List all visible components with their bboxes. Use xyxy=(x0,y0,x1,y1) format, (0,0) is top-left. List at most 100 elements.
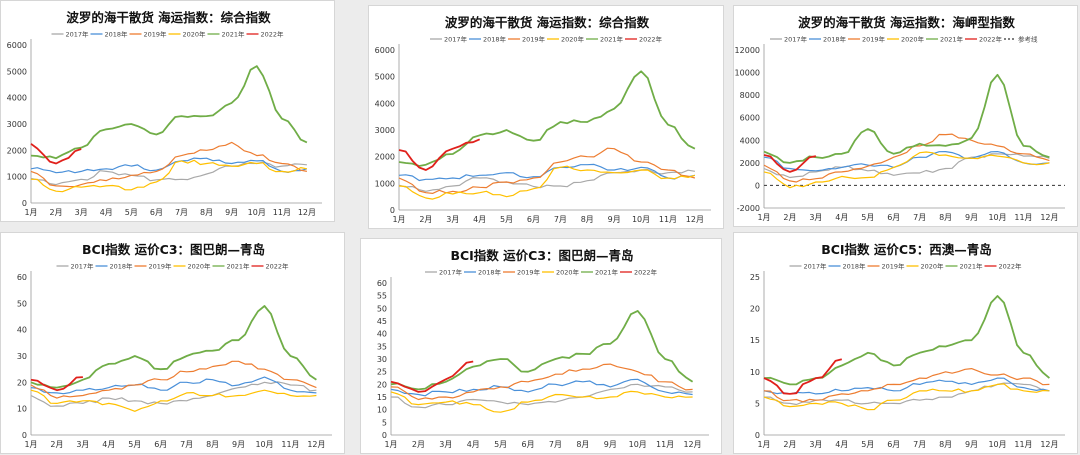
chart-panel-1: 波罗的海干散货 海运指数：综合指数 2017年 2018年 2019年 2020年 202… xyxy=(0,0,335,222)
x-tick-label: 8月 xyxy=(576,440,589,449)
x-tick-label: 9月 xyxy=(232,440,245,449)
x-tick-label: 6月 xyxy=(887,213,900,222)
legend-label-2020: 2020年 xyxy=(556,268,580,277)
x-tick-label: 9月 xyxy=(965,440,978,449)
x-tick-label: 12月 xyxy=(1040,213,1058,222)
x-tick-label: 11月 xyxy=(273,208,291,217)
x-tick-label: 1月 xyxy=(757,213,770,222)
legend-label-2022: 2022年 xyxy=(261,30,285,39)
series-line-2021 xyxy=(398,70,696,167)
y-tick-label: 10 xyxy=(17,405,27,414)
chart-title: 波罗的海干散货 海运指数：海岬型指数 xyxy=(798,15,1015,30)
series-line-2019 xyxy=(30,360,317,399)
series-line-2019 xyxy=(763,133,1050,183)
series-line-2018 xyxy=(30,157,308,174)
x-tick-label: 12月 xyxy=(686,215,704,224)
y-tick-label: 15 xyxy=(750,336,760,345)
x-tick-label: 2月 xyxy=(783,440,796,449)
y-tick-label: 2000 xyxy=(375,153,395,162)
y-tick-label: 50 xyxy=(377,304,387,313)
legend-label-2020: 2020年 xyxy=(188,262,212,271)
series-line-2017 xyxy=(390,383,693,409)
legend-label-2021: 2021年 xyxy=(222,30,246,39)
y-tick-label: 2000 xyxy=(7,146,27,155)
x-tick-label: 2月 xyxy=(783,213,796,222)
y-tick-label: 35 xyxy=(377,342,387,351)
chart-title: 波罗的海干散货 海运指数：综合指数 xyxy=(445,15,650,30)
y-tick-label: 50 xyxy=(17,299,27,308)
legend-label-2019: 2019年 xyxy=(862,35,886,44)
x-tick-label: 1月 xyxy=(24,208,37,217)
series-line-2017 xyxy=(30,381,317,407)
x-tick-label: 9月 xyxy=(225,208,238,217)
y-tick-label: 0 xyxy=(755,181,760,190)
y-tick-label: 30 xyxy=(377,355,387,364)
legend-label-2018: 2018年 xyxy=(843,262,867,271)
chart-panel-4: BCI指数 运价C3：图巴朗—青岛 2017年 2018年 2019年 2020年 202… xyxy=(0,232,345,454)
chart-panel-3: 波罗的海干散货 海运指数：海岬型指数 2017年 2018年 2019年 2020年 20… xyxy=(733,5,1078,227)
series-line-2018 xyxy=(390,378,693,397)
y-tick-label: 15 xyxy=(377,393,387,402)
y-tick-label: 6000 xyxy=(740,114,760,123)
y-tick-label: 60 xyxy=(17,273,27,282)
series-line-2020 xyxy=(398,165,696,200)
y-tick-label: 5 xyxy=(382,418,387,427)
legend-label-2017: 2017年 xyxy=(804,262,828,271)
x-tick-label: 6月 xyxy=(522,440,535,449)
legend-label-2018: 2018年 xyxy=(823,35,847,44)
y-tick-label: 10 xyxy=(750,368,760,377)
x-tick-label: 1月 xyxy=(384,440,397,449)
legend-label-2018: 2018年 xyxy=(478,268,502,277)
x-tick-label: 5月 xyxy=(861,440,874,449)
x-tick-label: 1月 xyxy=(392,215,405,224)
legend-label-2017: 2017年 xyxy=(66,30,90,39)
chart-title: 波罗的海干散货 海运指数：综合指数 xyxy=(66,10,271,25)
x-tick-label: 4月 xyxy=(102,440,115,449)
x-tick-label: 5月 xyxy=(861,213,874,222)
y-tick-label: 5 xyxy=(755,399,760,408)
chart-panel-5: BCI指数 运价C3：图巴朗—青岛 2017年 2018年 2019年 2020年 202… xyxy=(360,238,722,454)
series-line-2022 xyxy=(30,143,82,165)
x-tick-label: 7月 xyxy=(554,215,567,224)
legend-label-2021: 2021年 xyxy=(940,35,964,44)
y-tick-label: 4000 xyxy=(7,94,27,103)
x-tick-label: 3月 xyxy=(446,215,459,224)
x-tick-label: 4月 xyxy=(835,213,848,222)
legend-label-2022: 2022年 xyxy=(266,262,290,271)
legend-label-2019: 2019年 xyxy=(517,268,541,277)
legend-label-2017: 2017年 xyxy=(71,262,95,271)
series-line-2021 xyxy=(763,73,1050,164)
x-tick-label: 5月 xyxy=(125,208,138,217)
legend-label-2021: 2021年 xyxy=(595,268,619,277)
y-tick-label: 0 xyxy=(755,431,760,440)
chart-title: BCI指数 运价C5：西澳—青岛 xyxy=(821,242,992,257)
series-line-2018 xyxy=(398,163,696,182)
x-tick-label: 10月 xyxy=(988,440,1006,449)
series-line-2020 xyxy=(763,151,1050,189)
x-tick-label: 11月 xyxy=(1014,213,1032,222)
legend-label-2020: 2020年 xyxy=(921,262,945,271)
x-tick-label: 1月 xyxy=(757,440,770,449)
x-tick-label: 12月 xyxy=(298,208,316,217)
y-tick-label: 1000 xyxy=(7,173,27,182)
x-tick-label: 6月 xyxy=(150,208,163,217)
y-tick-label: 10000 xyxy=(735,69,760,78)
x-tick-label: 12月 xyxy=(307,440,325,449)
y-tick-label: -2000 xyxy=(737,204,760,213)
x-tick-label: 11月 xyxy=(659,215,677,224)
x-tick-label: 5月 xyxy=(128,440,141,449)
y-tick-label: 1000 xyxy=(375,179,395,188)
legend-label-2022: 2022年 xyxy=(634,268,658,277)
y-tick-label: 6000 xyxy=(375,46,395,55)
legend-label-2020: 2020年 xyxy=(561,35,585,44)
legend-label-2018: 2018年 xyxy=(105,30,129,39)
y-tick-label: 4000 xyxy=(375,99,395,108)
x-tick-label: 3月 xyxy=(76,440,89,449)
x-tick-label: 2月 xyxy=(50,440,63,449)
x-tick-label: 2月 xyxy=(412,440,425,449)
y-tick-label: 0 xyxy=(382,431,387,440)
y-tick-label: 20 xyxy=(377,380,387,389)
y-tick-label: 20 xyxy=(17,378,27,387)
x-tick-label: 10月 xyxy=(632,215,650,224)
